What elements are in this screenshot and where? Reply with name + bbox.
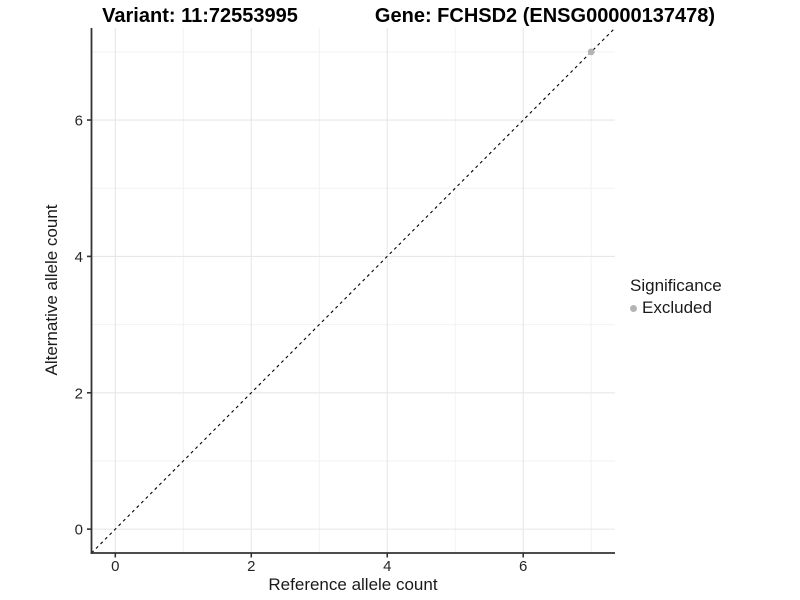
plot-title-gene: Gene: FCHSD2 (ENSG00000137478) <box>374 5 716 27</box>
y-axis-title: Alternative allele count <box>42 204 61 376</box>
y-tick-label: 6 <box>75 113 83 130</box>
y-tick-label: 0 <box>75 522 83 539</box>
data-point-excluded <box>587 48 595 56</box>
x-tick-label: 4 <box>383 558 391 575</box>
legend: Significance Excluded <box>630 276 722 318</box>
legend-entry-excluded: Excluded <box>630 298 722 318</box>
excluded-dot-icon <box>630 304 637 312</box>
legend-title: Significance <box>630 276 722 295</box>
x-axis-title: Reference allele count <box>268 575 438 594</box>
x-tick-label: 2 <box>247 558 255 575</box>
x-tick-label: 6 <box>519 558 527 575</box>
y-tick-label: 4 <box>75 249 83 266</box>
y-tick-label: 2 <box>75 385 83 402</box>
x-tick-label: 0 <box>111 558 119 575</box>
identity-line <box>91 27 616 554</box>
plot-title-variant: Variant: 11:72553995 <box>102 5 298 27</box>
legend-entry-label: Excluded <box>642 298 712 317</box>
